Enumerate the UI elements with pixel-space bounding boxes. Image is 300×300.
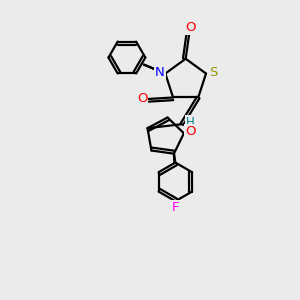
Text: O: O bbox=[185, 125, 196, 138]
Text: O: O bbox=[185, 21, 196, 34]
Text: F: F bbox=[172, 201, 179, 214]
Text: N: N bbox=[155, 66, 165, 79]
Text: O: O bbox=[137, 92, 147, 105]
Text: H: H bbox=[186, 116, 195, 129]
Text: S: S bbox=[209, 66, 217, 79]
